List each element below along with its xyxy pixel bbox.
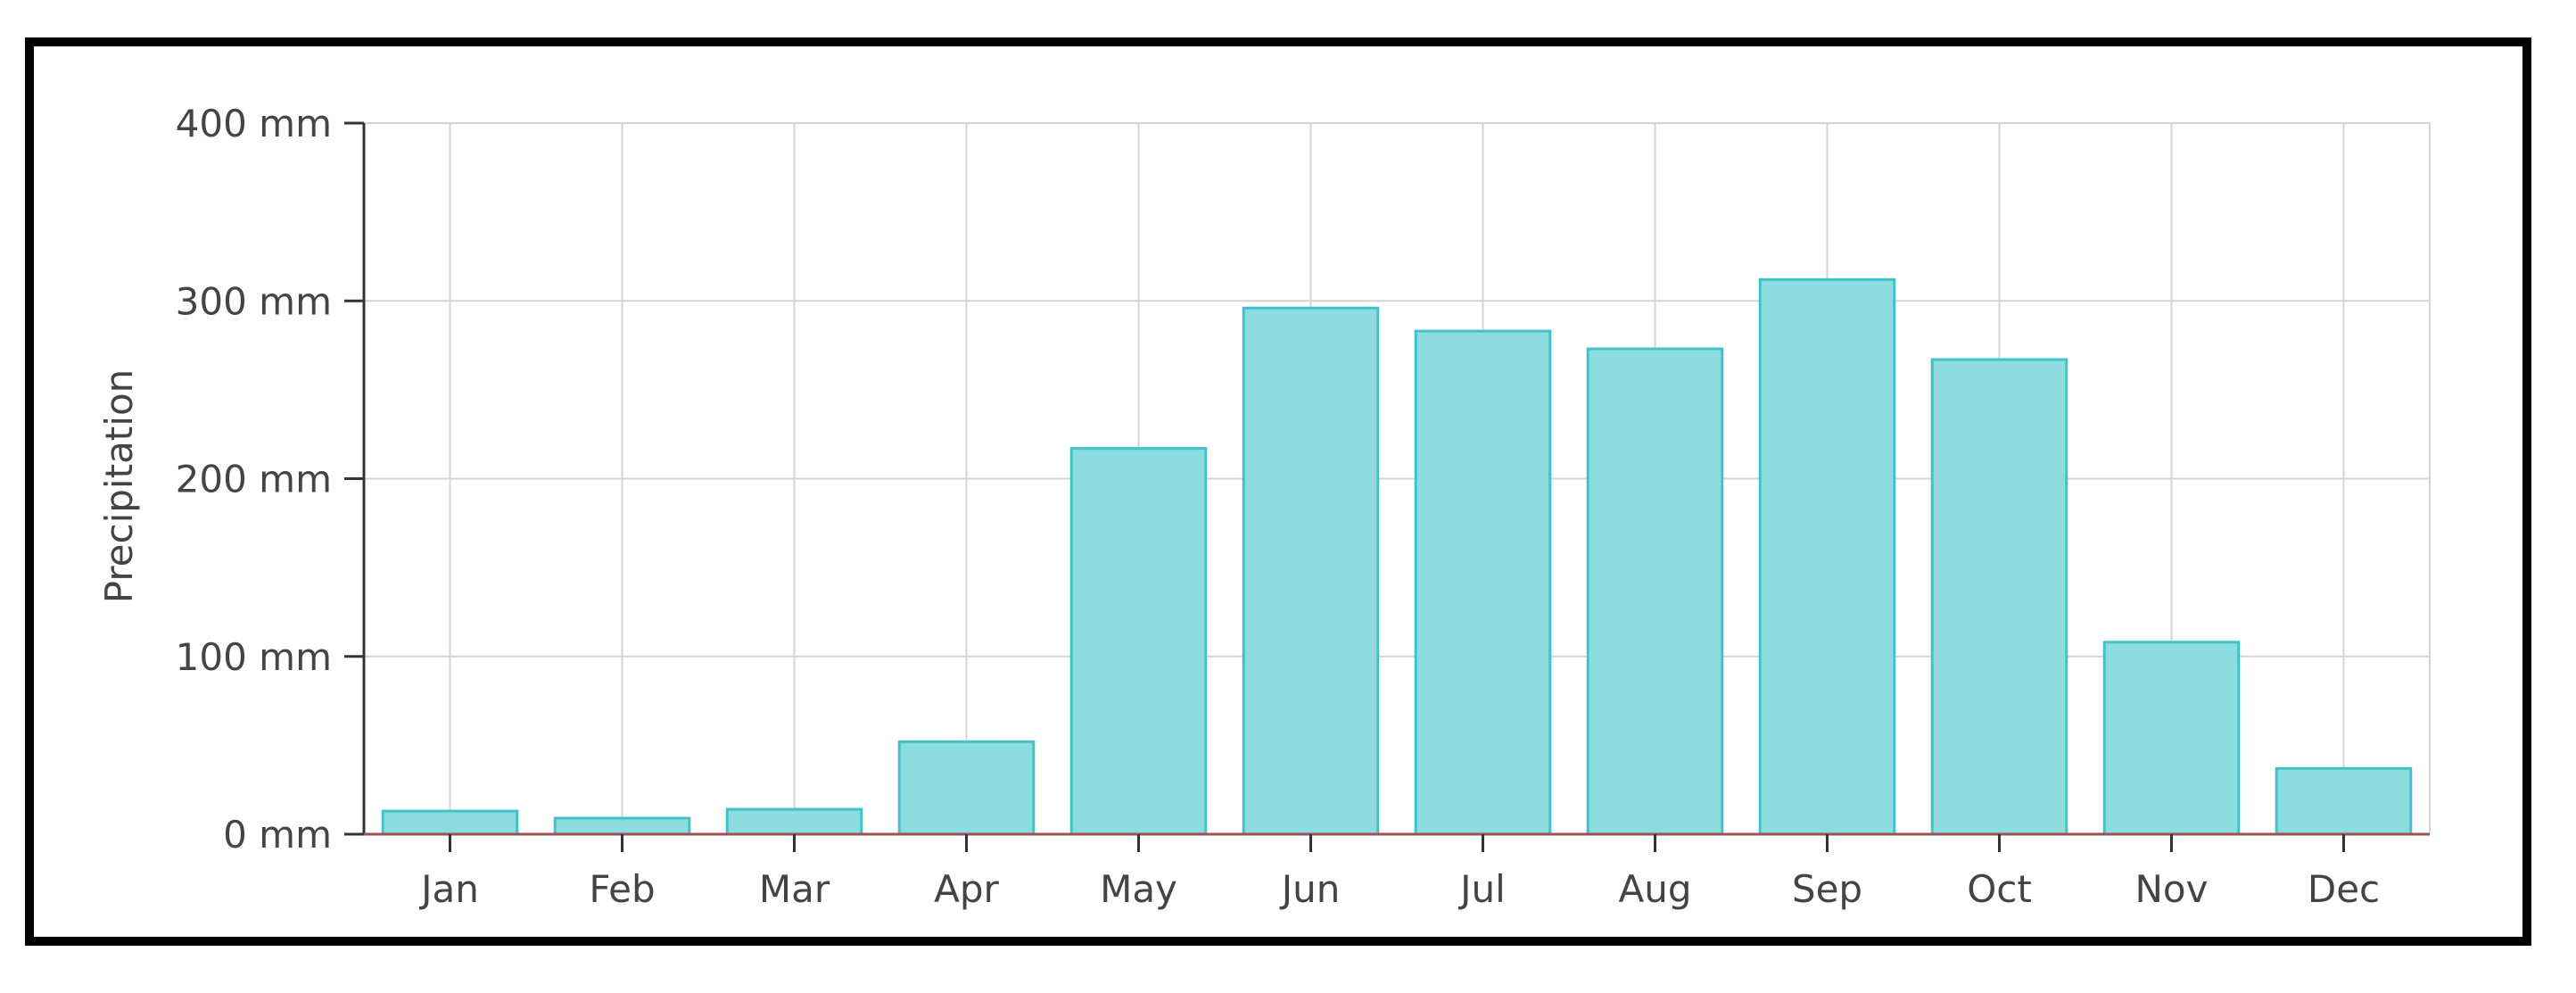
x-tick-label-sep: Sep [1792, 867, 1862, 911]
x-tick-label-aug: Aug [1618, 867, 1691, 911]
x-tick-label-feb: Feb [589, 867, 655, 911]
bar-mar [725, 807, 863, 836]
y-tick-label: 100 mm [176, 635, 332, 679]
y-axis-title: Precipitation [97, 369, 141, 604]
bar-jan [381, 809, 519, 836]
bar-jun [1242, 306, 1380, 836]
bar-jul [1414, 329, 1552, 836]
x-tick-label-nov: Nov [2135, 867, 2209, 911]
x-tick-label-mar: Mar [759, 867, 830, 911]
labels-layer: 0 mm 100 mm 200 mm 300 mm 400 mm Jan Feb Mar Apr… [176, 102, 2380, 911]
bar-aug [1586, 347, 1724, 836]
bar-dec [2275, 766, 2413, 836]
y-tick-label: 400 mm [176, 102, 332, 145]
bar-feb [553, 816, 691, 836]
bar-oct [1930, 358, 2068, 836]
bar-may [1069, 447, 1208, 836]
x-tick-label-jul: Jul [1457, 867, 1506, 911]
bars-layer [381, 277, 2413, 836]
bar-nov [2102, 641, 2241, 836]
axis-layer [344, 121, 2430, 852]
y-tick-label: 300 mm [176, 279, 332, 323]
x-tick-label-jun: Jun [1279, 867, 1341, 911]
x-tick-label-jan: Jan [418, 867, 479, 911]
bar-sep [1758, 277, 1896, 836]
x-tick-label-oct: Oct [1967, 867, 2032, 911]
x-tick-label-apr: Apr [934, 867, 999, 911]
y-tick-label: 0 mm [223, 813, 332, 856]
x-tick-label-dec: Dec [2308, 867, 2380, 911]
y-tick-label: 200 mm [176, 458, 332, 501]
bar-apr [897, 740, 1036, 836]
x-tick-label-may: May [1100, 867, 1177, 911]
